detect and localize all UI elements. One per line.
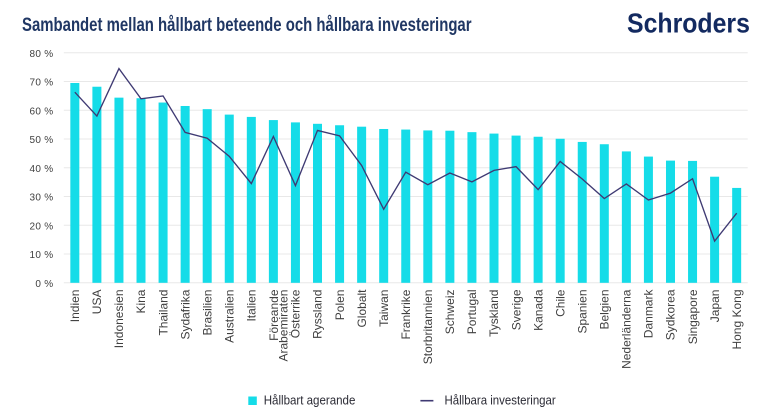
svg-text:Singapore: Singapore (686, 289, 700, 344)
svg-text:Chile: Chile (553, 289, 567, 317)
svg-text:10 %: 10 % (30, 250, 54, 261)
svg-text:Polen: Polen (333, 290, 347, 321)
svg-text:Föreande: Föreande (267, 289, 281, 341)
svg-text:Japan: Japan (708, 290, 722, 323)
svg-text:80 %: 80 % (30, 49, 54, 60)
svg-text:Danmark: Danmark (642, 289, 656, 339)
svg-text:Tyskland: Tyskland (487, 290, 501, 337)
svg-text:0 %: 0 % (35, 279, 53, 290)
svg-text:40 %: 40 % (30, 164, 54, 175)
svg-text:Kina: Kina (134, 289, 148, 313)
svg-text:Spanien: Spanien (575, 290, 589, 334)
svg-text:Taiwan: Taiwan (377, 290, 391, 327)
svg-text:Sydafrika: Sydafrika (178, 289, 192, 339)
svg-text:Sverige: Sverige (509, 289, 523, 330)
svg-text:Belgien: Belgien (598, 290, 612, 330)
svg-text:Australien: Australien (222, 290, 236, 343)
svg-text:Kanada: Kanada (531, 289, 545, 331)
svg-text:Portugal: Portugal (465, 290, 479, 335)
svg-text:Schweiz: Schweiz (443, 290, 457, 335)
svg-text:30 %: 30 % (30, 193, 54, 204)
svg-text:Hong Kong: Hong Kong (730, 290, 744, 350)
svg-text:Thailand: Thailand (156, 290, 170, 336)
svg-text:60 %: 60 % (30, 106, 54, 117)
svg-text:Globalt: Globalt (355, 289, 369, 328)
svg-text:Nederländerna: Nederländerna (620, 289, 634, 369)
svg-text:Arabemiraten: Arabemiraten (277, 290, 291, 362)
svg-text:Österrike: Österrike (289, 289, 303, 338)
svg-text:Brasilien: Brasilien (200, 290, 214, 336)
svg-text:Sydkorea: Sydkorea (664, 289, 678, 340)
svg-text:Indonesien: Indonesien (112, 290, 126, 349)
svg-text:Sambandet mellan hållbart bete: Sambandet mellan hållbart beteende och h… (22, 14, 472, 35)
svg-text:Frankrike: Frankrike (399, 289, 413, 339)
svg-text:50 %: 50 % (30, 135, 54, 146)
svg-text:Hållbara investeringar: Hållbara investeringar (445, 393, 556, 408)
svg-text:Indien: Indien (68, 290, 82, 323)
svg-text:USA: USA (90, 290, 104, 315)
svg-text:20 %: 20 % (30, 221, 54, 232)
svg-text:70 %: 70 % (30, 78, 54, 89)
svg-text:Storbritannien: Storbritannien (421, 290, 435, 365)
svg-text:Ryssland: Ryssland (311, 290, 325, 339)
svg-text:Italien: Italien (245, 290, 259, 322)
svg-text:Schroders: Schroders (627, 7, 750, 38)
svg-text:Hållbart agerande: Hållbart agerande (264, 393, 356, 408)
